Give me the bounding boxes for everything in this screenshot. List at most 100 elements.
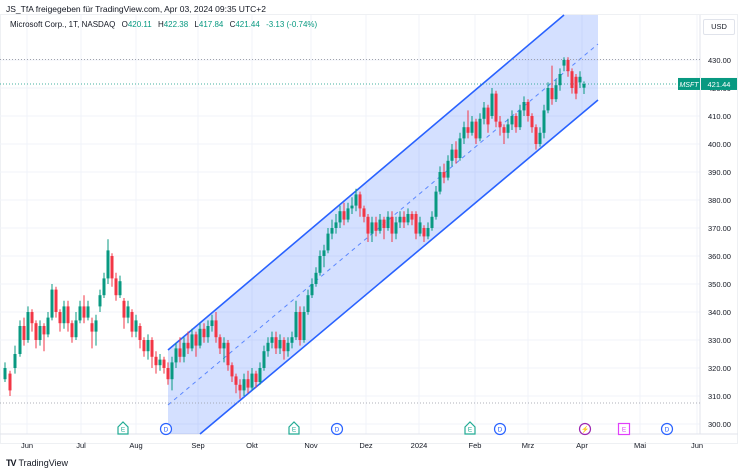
candle-body (258, 368, 262, 382)
dividend-icon[interactable]: D (330, 422, 344, 436)
candle (546, 82, 550, 114)
candle-body (246, 379, 250, 388)
candle-body (486, 107, 490, 125)
currency-button[interactable]: USD (703, 19, 735, 35)
candle-body (542, 110, 546, 133)
dividend-icon[interactable]: D (493, 422, 507, 436)
candle-body (366, 216, 370, 234)
candle (302, 306, 306, 343)
candle-body (558, 74, 562, 86)
candle-body (450, 149, 454, 161)
candle (190, 328, 194, 352)
time-tick-label: Jun (21, 441, 33, 450)
candle (170, 356, 174, 391)
candle-body (54, 289, 58, 312)
candle (238, 379, 242, 399)
earnings-icon[interactable]: E (288, 421, 300, 435)
tradingview-logo-icon: TV (6, 458, 16, 468)
candle (298, 306, 302, 346)
time-tick-label: Okt (246, 441, 259, 450)
candle (70, 320, 74, 343)
candle (54, 286, 58, 318)
candle (278, 334, 282, 354)
candle (454, 141, 458, 164)
candle-body (286, 342, 290, 352)
candle-body (530, 116, 534, 128)
candle-body (98, 295, 102, 307)
candle (8, 370, 12, 396)
candle-body (582, 83, 586, 88)
candle-body (22, 326, 26, 340)
candle-body (362, 208, 366, 217)
candle-body (3, 368, 7, 380)
candle-body (454, 149, 458, 158)
candle-body (106, 250, 110, 279)
event-flash-icon[interactable]: ⚡ (578, 422, 592, 436)
candle (58, 309, 62, 332)
channel-upper-line[interactable] (167, 14, 565, 351)
event-markers: E D E D E D ⚡ E D (117, 421, 674, 436)
candle (506, 118, 510, 139)
candle (230, 362, 234, 382)
candle-body (578, 76, 582, 83)
svg-text:E: E (121, 427, 126, 434)
channel-lower-line[interactable] (199, 99, 599, 435)
candle (530, 113, 534, 133)
candle-body (506, 124, 510, 133)
candle-body (178, 348, 182, 357)
candle (130, 309, 134, 338)
candle-body (550, 88, 554, 100)
high-value: 422.38 (163, 20, 189, 29)
time-tick-label: Nov (304, 441, 318, 450)
candle-body (190, 334, 194, 349)
candle (218, 334, 222, 354)
dividend-icon[interactable]: D (159, 422, 173, 436)
candle (314, 267, 318, 287)
candle-body (250, 373, 254, 388)
candle-body (162, 359, 166, 368)
candle-body (74, 320, 78, 338)
candle (178, 337, 182, 363)
candle-body (442, 172, 446, 178)
candle-body (326, 233, 330, 251)
candle (402, 211, 406, 228)
candle (274, 331, 278, 354)
chart-frame[interactable] (0, 14, 738, 444)
candle-body (294, 312, 298, 338)
candle-body (174, 348, 178, 363)
time-tick-label: 2024 (411, 441, 428, 450)
candle (338, 205, 342, 228)
candle (370, 216, 374, 242)
candle (82, 295, 86, 324)
candle (202, 323, 206, 343)
candle-body (18, 326, 22, 354)
candle-body (474, 121, 478, 139)
candle-body (502, 127, 506, 133)
candle-body (546, 88, 550, 111)
candle (354, 188, 358, 212)
candle-body (406, 214, 410, 223)
candle-body (226, 342, 230, 366)
candle (26, 306, 30, 343)
candle (474, 118, 478, 144)
candle (142, 337, 146, 357)
earnings-icon[interactable]: E (117, 421, 129, 435)
candle (62, 300, 66, 329)
candle-body (278, 340, 282, 349)
time-tick-label: Dez (359, 441, 373, 450)
candle-body (210, 320, 214, 326)
dividend-icon[interactable]: D (660, 422, 674, 436)
candle (390, 211, 394, 242)
candle (434, 186, 438, 220)
candle (526, 99, 530, 122)
candle (122, 298, 126, 329)
ticker-badge (678, 77, 700, 90)
earnings-icon[interactable]: E (464, 421, 476, 435)
symbol-name: Microsoft Corp., 1T, NASDAQ (10, 20, 116, 29)
candle-body (158, 359, 162, 366)
earnings-icon[interactable]: E (617, 422, 631, 436)
candles (3, 57, 586, 399)
candle (106, 239, 110, 284)
candle (398, 211, 402, 228)
